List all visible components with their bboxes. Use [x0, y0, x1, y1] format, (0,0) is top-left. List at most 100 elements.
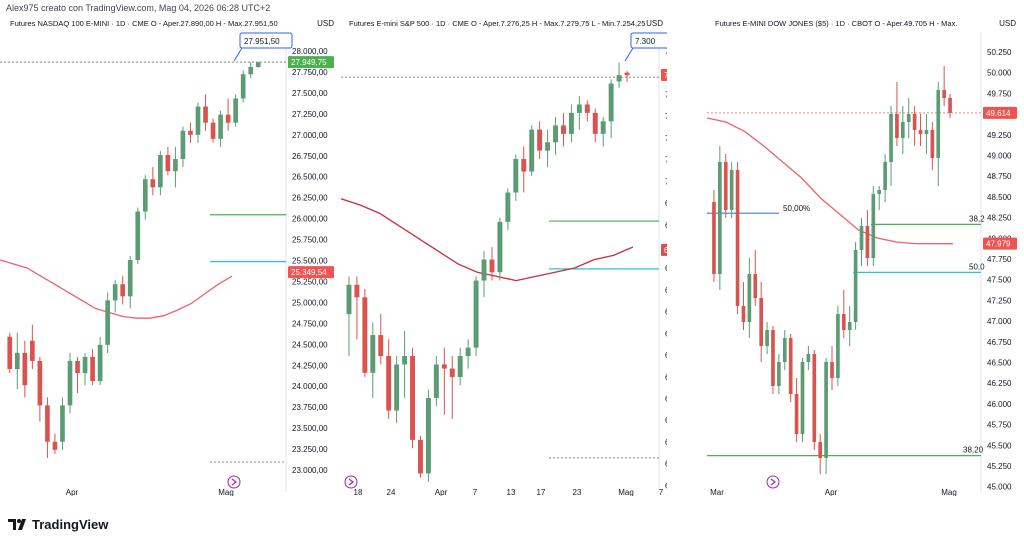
candle-body — [497, 221, 503, 273]
candle-body — [537, 129, 543, 151]
candle-body — [747, 274, 752, 322]
candle-body — [240, 74, 246, 99]
candle-body — [545, 142, 551, 151]
candle-body — [918, 130, 923, 134]
x-tick-label: 17 — [537, 488, 546, 496]
moving-average-line — [707, 117, 953, 245]
x-tick-label: 24 — [387, 488, 396, 496]
y-tick-label: 25.250,00 — [292, 277, 328, 286]
candle-body — [800, 362, 805, 434]
y-tick-label: 6.400,00 — [665, 438, 667, 447]
candle-body — [818, 442, 823, 458]
y-tick-label: 6.800,00 — [665, 264, 667, 273]
candle-body — [457, 356, 463, 377]
chart-title: Futures E-mini S&P 500 · 1D · CME O - Ap… — [349, 19, 645, 28]
event-circle[interactable] — [766, 475, 780, 489]
candle-body — [210, 122, 216, 139]
y-tick-label: 48.250 — [987, 214, 1012, 223]
x-tick-label: Apr — [66, 488, 79, 496]
y-tick-label: 6.550,00 — [665, 373, 667, 382]
currency-label: USD — [317, 19, 334, 28]
candle-body — [248, 66, 254, 75]
chart-title: Futures E-MINI DOW JONES ($5) · 1D · CBO… — [715, 19, 957, 28]
event-circle[interactable] — [227, 475, 241, 489]
candle-body — [841, 314, 846, 330]
event-arrow[interactable] — [770, 478, 776, 486]
candle-body — [180, 130, 186, 160]
y-tick-label: 26.000,00 — [292, 215, 328, 224]
candle-body — [465, 347, 471, 357]
price-tag-label: 25.349,54 — [291, 268, 327, 277]
candle-body — [402, 356, 408, 365]
price-tag — [983, 237, 1017, 250]
nasdaq-chart-panel[interactable]: Futures NASDAQ 100 E-MINI · 1D · CME O -… — [0, 14, 338, 496]
sp500-chart-panel[interactable]: Futures E-mini S&P 500 · 1D · CME O - Ap… — [341, 14, 667, 496]
currency-label: USD — [999, 19, 1016, 28]
candle-body — [22, 352, 28, 386]
x-tick-label: Apr — [825, 488, 838, 496]
candle-body — [859, 226, 864, 250]
candle-body — [489, 259, 495, 273]
candle-body — [753, 274, 758, 298]
candle-body — [729, 170, 734, 210]
price-tag — [661, 243, 667, 256]
y-tick-label: 6.650,00 — [665, 329, 667, 338]
candle-body — [824, 362, 828, 458]
y-tick-label: 47.750 — [987, 255, 1012, 264]
tradingview-brand: TradingView — [32, 517, 109, 532]
candle-body — [60, 405, 65, 442]
y-tick-label: 49.000 — [987, 152, 1012, 161]
moving-average-line — [341, 198, 634, 282]
sp500-chart-canvas[interactable]: Futures E-mini S&P 500 · 1D · CME O - Ap… — [341, 14, 667, 496]
candle-body — [521, 159, 527, 172]
price-tag — [983, 106, 1017, 119]
candle-body — [788, 338, 793, 394]
y-tick-label: 24.000,00 — [292, 382, 328, 391]
candle-body — [218, 114, 223, 139]
dow-chart-canvas[interactable]: Futures E-MINI DOW JONES ($5) · 1D · CBO… — [707, 14, 1020, 496]
y-tick-label: 6.950,00 — [665, 199, 667, 208]
y-tick-label: 46.250 — [987, 379, 1012, 388]
candle-body — [592, 112, 598, 134]
event-circle[interactable] — [344, 475, 358, 489]
y-tick-label: 6.750,00 — [665, 286, 667, 295]
y-tick-label: 7.150,00 — [665, 112, 667, 121]
callout-pointer — [624, 47, 634, 62]
y-tick-label: 27.500,00 — [292, 89, 328, 98]
x-tick-label: 23 — [573, 488, 582, 496]
event-arrow[interactable] — [348, 478, 354, 486]
event-flag-icon[interactable] — [766, 475, 780, 489]
candle-body — [52, 441, 58, 450]
candle-body — [871, 194, 876, 258]
candle-body — [806, 354, 811, 362]
candle-body — [712, 202, 716, 274]
price-tag-label: 27.949,75 — [291, 58, 327, 67]
event-flag-icon[interactable] — [227, 475, 241, 489]
candle-body — [473, 280, 479, 348]
dow-chart-panel[interactable]: Futures E-MINI DOW JONES ($5) · 1D · CBO… — [707, 14, 1020, 496]
candle-body — [735, 170, 740, 306]
price-tag-label: 6.853,36 — [664, 246, 667, 255]
event-arrow[interactable] — [231, 478, 237, 486]
fib-50-label: 50,00% — [783, 204, 810, 213]
candle-body — [158, 155, 163, 188]
y-tick-label: 27.000,00 — [292, 131, 328, 140]
y-tick-label: 45.500 — [987, 441, 1012, 450]
y-tick-label: 6.450,00 — [665, 416, 667, 425]
y-tick-label: 50.250 — [987, 48, 1012, 57]
nasdaq-chart-canvas[interactable]: Futures NASDAQ 100 E-MINI · 1D · CME O -… — [0, 14, 338, 496]
price-callout-label: 27.951,50 — [244, 37, 280, 46]
y-tick-label: 7.200,00 — [665, 90, 667, 99]
y-tick-label: 7.300,00 — [665, 47, 667, 56]
candle-body — [120, 284, 126, 297]
candle-body — [127, 260, 133, 297]
y-tick-label: 49.750 — [987, 89, 1012, 98]
x-tick-label: 7 — [659, 488, 664, 496]
y-tick-label: 6.350,00 — [665, 460, 667, 469]
candle-body — [354, 284, 360, 298]
candle-body — [418, 439, 423, 474]
y-tick-label: 46.000 — [987, 400, 1012, 409]
event-flag-icon[interactable] — [344, 475, 358, 489]
candle-body — [82, 356, 88, 374]
y-tick-label: 7.050,00 — [665, 156, 667, 165]
